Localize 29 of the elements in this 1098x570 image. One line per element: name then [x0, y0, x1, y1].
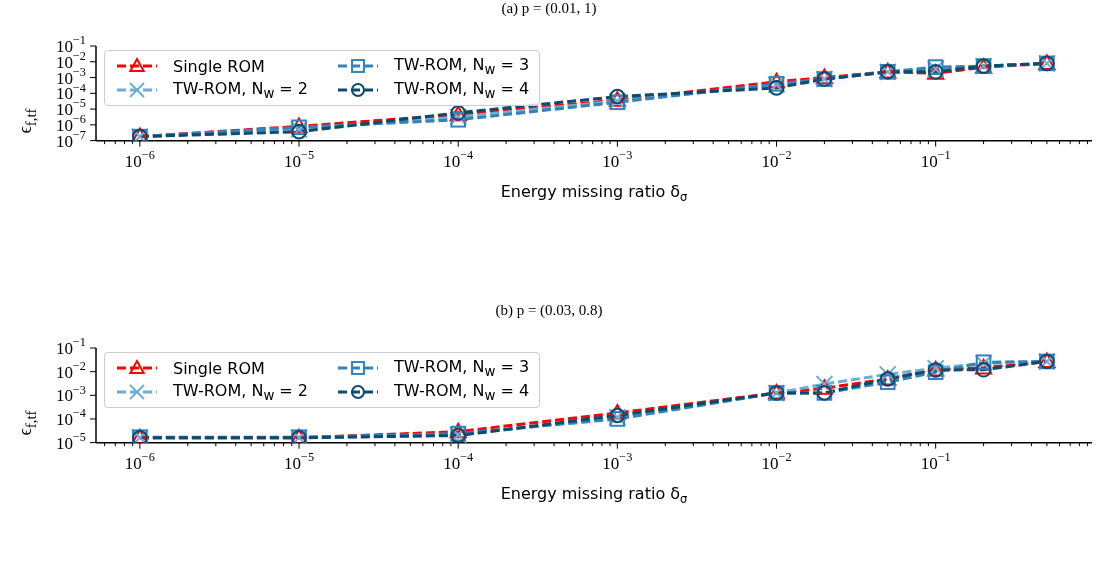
- x-tick-label: 10$^{−1}$: [920, 449, 951, 473]
- legend-label: TW-ROM, N$_{w}$ = 3: [394, 55, 530, 78]
- x-axis-title: Energy missing ratio δ$_{σ}$: [500, 483, 688, 507]
- y-tick-label: 10$^{−5}$: [55, 429, 86, 453]
- legend-label: TW-ROM, N$_{w}$ = 2: [173, 79, 309, 102]
- legend-label: TW-ROM, N$_{w}$ = 4: [394, 79, 530, 102]
- x-tick-label: 10$^{−3}$: [602, 449, 633, 473]
- x-tick-label: 10$^{−1}$: [920, 147, 951, 171]
- legend-label: Single ROM: [173, 56, 265, 76]
- legend-label: Single ROM: [173, 358, 265, 378]
- x-axis-title: Energy missing ratio δ$_{σ}$: [500, 181, 688, 205]
- chart-title: (b) p = (0.03, 0.8): [494, 302, 604, 318]
- x-tick-label: 10$^{−6}$: [124, 147, 155, 171]
- x-tick-label: 10$^{−4}$: [443, 147, 474, 171]
- legend-label: TW-ROM, N$_{w}$ = 3: [394, 357, 530, 380]
- x-tick-label: 10$^{−3}$: [602, 147, 633, 171]
- x-tick-label: 10$^{−4}$: [443, 449, 474, 473]
- x-tick-label: 10$^{−6}$: [124, 449, 155, 473]
- x-tick-label: 10$^{−5}$: [284, 449, 315, 473]
- y-tick-label: 10$^{−4}$: [55, 406, 86, 429]
- chart-title: (a) p = (0.01, 1): [500, 0, 598, 16]
- legend-label: TW-ROM, N$_{w}$ = 4: [394, 381, 530, 404]
- legend-label: TW-ROM, N$_{w}$ = 2: [173, 381, 309, 404]
- x-tick-label: 10$^{−5}$: [284, 147, 315, 171]
- y-tick-label: 10$^{−2}$: [55, 359, 86, 382]
- y-tick-label: 10$^{−1}$: [55, 335, 86, 358]
- x-tick-label: 10$^{−2}$: [761, 449, 792, 473]
- x-tick-label: 10$^{−2}$: [761, 147, 792, 171]
- y-tick-label: 10$^{−3}$: [55, 382, 86, 406]
